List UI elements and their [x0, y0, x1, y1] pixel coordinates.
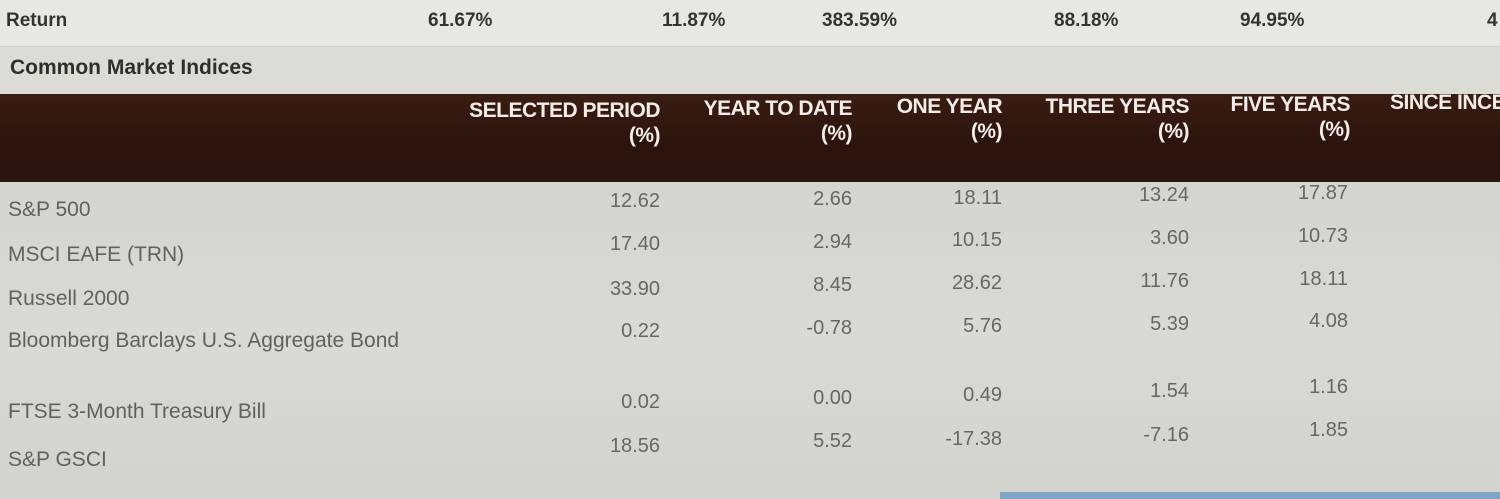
- column-header-label: THREE YEARS: [1045, 95, 1190, 118]
- table-header: SELECTED PERIOD (%) YEAR TO DATE (%) ONE…: [0, 91, 1500, 182]
- row-label-bloomberg-barclays: Bloomberg Barclays U.S. Aggregate Bond: [8, 329, 400, 352]
- row-label-ftse-treasury: FTSE 3-Month Treasury Bill: [8, 400, 266, 423]
- cell-gsci-one-year: -17.38: [945, 428, 1002, 450]
- column-header-label: SINCE INCE: [1390, 91, 1500, 114]
- column-header-label: SELECTED PERIOD: [469, 99, 660, 122]
- row-label-msci-eafe: MSCI EAFE (TRN): [8, 243, 185, 266]
- section-title: Common Market Indices: [10, 56, 253, 79]
- column-header-unit: (%): [628, 124, 661, 147]
- cell-msci-five-years: 10.73: [1297, 225, 1348, 247]
- column-header-five-years[interactable]: FIVE YEARS (%): [1216, 92, 1351, 142]
- cell-gsci-selected-period: 18.56: [609, 435, 660, 457]
- return-row: Return 61.67% 11.87% 383.59% 88.18% 94.9…: [0, 0, 1500, 47]
- column-header-label: ONE YEAR: [896, 95, 1003, 118]
- column-header-unit: (%): [1318, 118, 1351, 141]
- column-header-label: FIVE YEARS: [1230, 93, 1351, 116]
- column-header-unit: (%): [820, 122, 853, 145]
- cell-sp500-three-years: 13.24: [1138, 184, 1189, 206]
- cell-ftse-year-to-date: 0.00: [813, 387, 852, 409]
- bottom-accent-strip: [1000, 492, 1500, 499]
- cell-ftse-selected-period: 0.02: [621, 391, 660, 413]
- column-header-selected-period[interactable]: SELECTED PERIOD (%): [452, 98, 660, 148]
- cell-ftse-three-years: 1.54: [1150, 380, 1189, 402]
- cell-msci-three-years: 3.60: [1150, 227, 1189, 249]
- column-header-year-to-date[interactable]: YEAR TO DATE (%): [690, 96, 853, 146]
- return-three-years: 88.18%: [1054, 10, 1119, 31]
- cell-gsci-five-years: 1.85: [1309, 419, 1348, 441]
- return-label: Return: [6, 10, 68, 31]
- cell-russell-three-years: 11.76: [1140, 270, 1189, 292]
- return-since-inception: 4: [1487, 10, 1498, 31]
- return-year-to-date: 11.87%: [662, 10, 726, 31]
- cell-russell-five-years: 18.11: [1299, 268, 1348, 290]
- cell-ftse-one-year: 0.49: [963, 384, 1002, 406]
- column-header-label: YEAR TO DATE: [703, 97, 853, 120]
- row-label-russell-2000: Russell 2000: [8, 287, 130, 310]
- cell-sp500-five-years: 17.87: [1297, 182, 1348, 204]
- cell-sp500-selected-period: 12.62: [609, 190, 660, 212]
- cell-msci-selected-period: 17.40: [609, 233, 660, 255]
- cell-gsci-three-years: -7.16: [1143, 424, 1189, 446]
- column-header-three-years[interactable]: THREE YEARS (%): [1034, 94, 1190, 144]
- column-header-since-inception[interactable]: SINCE INCE: [1390, 90, 1500, 115]
- indices-table-body: [0, 182, 1500, 499]
- cell-msci-one-year: 10.15: [951, 229, 1002, 251]
- row-label-sp-gsci: S&P GSCI: [8, 448, 107, 471]
- row-label-sp500: S&P 500: [8, 198, 91, 221]
- cell-bloomberg-selected-period: 0.22: [621, 320, 660, 342]
- return-one-year: 383.59%: [822, 10, 898, 31]
- cell-russell-selected-period: 33.90: [609, 278, 660, 300]
- column-header-one-year[interactable]: ONE YEAR (%): [882, 94, 1003, 144]
- cell-gsci-year-to-date: 5.52: [813, 430, 852, 452]
- cell-bloomberg-three-years: 5.39: [1150, 313, 1189, 335]
- cell-ftse-five-years: 1.16: [1309, 376, 1348, 398]
- cell-russell-one-year: 28.62: [951, 272, 1002, 294]
- column-header-unit: (%): [1157, 120, 1190, 143]
- return-five-years: 94.95%: [1240, 10, 1305, 31]
- column-header-unit: (%): [970, 120, 1003, 143]
- cell-bloomberg-year-to-date: -0.78: [806, 317, 852, 339]
- cell-sp500-year-to-date: 2.66: [813, 188, 852, 210]
- cell-bloomberg-five-years: 4.08: [1309, 310, 1348, 332]
- return-selected-period: 61.67%: [428, 10, 493, 31]
- cell-msci-year-to-date: 2.94: [813, 231, 852, 253]
- cell-sp500-one-year: 18.11: [953, 187, 1002, 209]
- cell-russell-year-to-date: 8.45: [813, 274, 852, 296]
- cell-bloomberg-one-year: 5.76: [963, 315, 1002, 337]
